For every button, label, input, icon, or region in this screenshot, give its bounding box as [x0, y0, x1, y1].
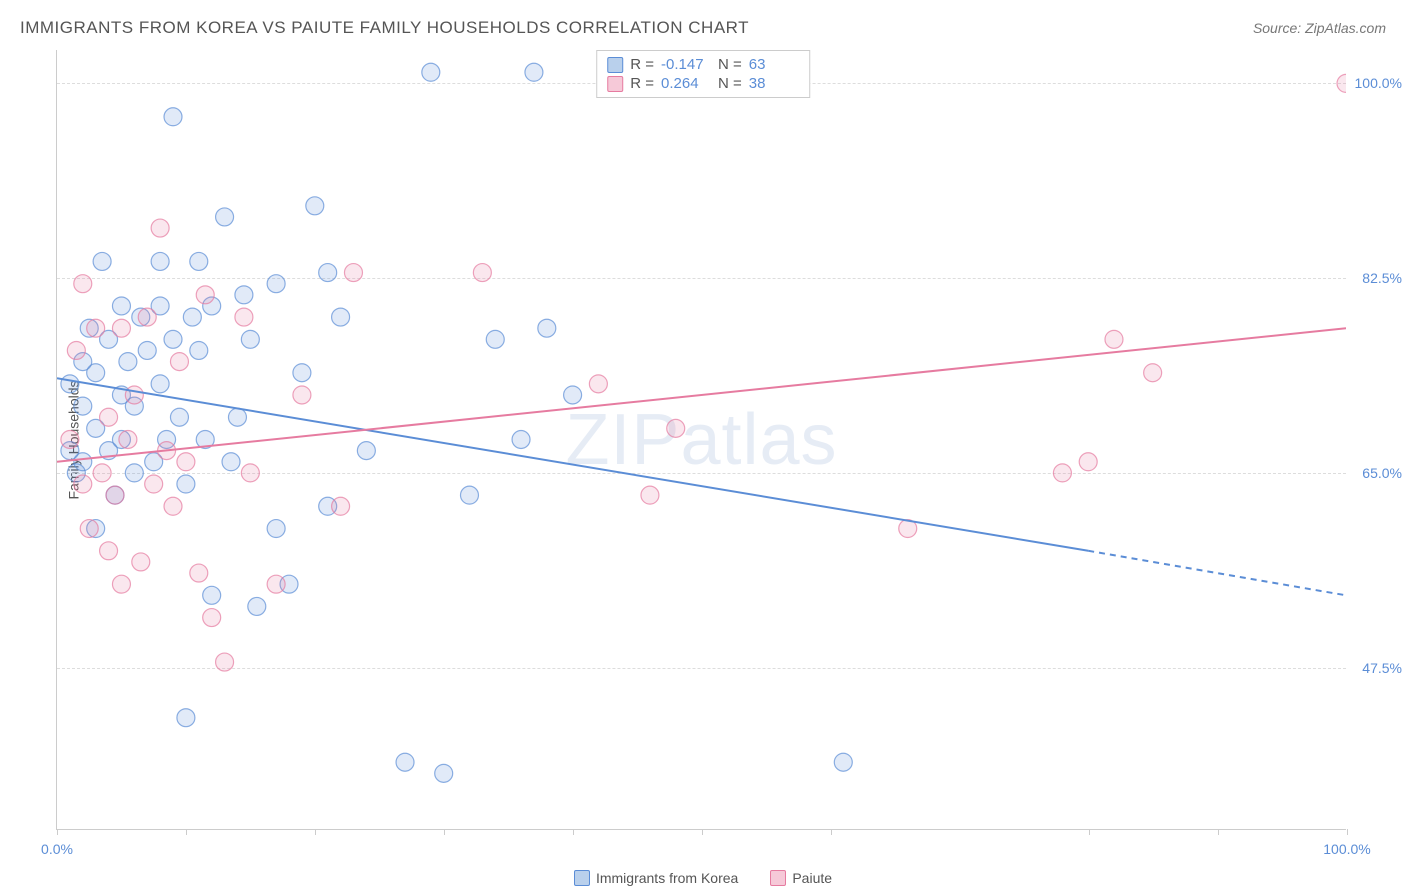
bottom-legend: Immigrants from Korea Paiute — [0, 870, 1406, 886]
x-tick-label: 100.0% — [1323, 841, 1370, 857]
stats-row-series-0: R = -0.147 N = 63 — [607, 55, 799, 74]
plot-area: ZIPatlas 47.5%65.0%82.5%100.0%0.0%100.0% — [56, 50, 1346, 830]
swatch-icon — [574, 870, 590, 886]
y-tick-label: 47.5% — [1350, 660, 1402, 676]
stats-row-series-1: R = 0.264 N = 38 — [607, 74, 799, 93]
swatch-icon — [607, 57, 623, 73]
x-tick — [444, 829, 445, 835]
header: IMMIGRANTS FROM KOREA VS PAIUTE FAMILY H… — [20, 18, 1386, 38]
legend-item-1: Paiute — [770, 870, 832, 886]
x-tick — [1089, 829, 1090, 835]
stat-label-r: R = — [630, 75, 654, 92]
x-tick — [315, 829, 316, 835]
stats-legend-box: R = -0.147 N = 63 R = 0.264 N = 38 — [596, 50, 810, 98]
chart-svg — [57, 50, 1346, 829]
x-tick — [186, 829, 187, 835]
stat-value-r: 0.264 — [661, 75, 711, 92]
x-tick — [702, 829, 703, 835]
stat-value-r: -0.147 — [661, 56, 711, 73]
x-tick — [1218, 829, 1219, 835]
legend-item-0: Immigrants from Korea — [574, 870, 738, 886]
stat-label-n: N = — [718, 56, 742, 73]
source-attribution: Source: ZipAtlas.com — [1253, 20, 1386, 36]
y-tick-label: 100.0% — [1350, 75, 1402, 91]
chart-title: IMMIGRANTS FROM KOREA VS PAIUTE FAMILY H… — [20, 18, 749, 38]
x-tick — [831, 829, 832, 835]
stat-label-r: R = — [630, 56, 654, 73]
stat-label-n: N = — [718, 75, 742, 92]
stat-value-n: 63 — [749, 56, 799, 73]
x-tick-label: 0.0% — [41, 841, 73, 857]
y-tick-label: 65.0% — [1350, 465, 1402, 481]
legend-label: Paiute — [792, 870, 832, 886]
x-tick — [1347, 829, 1348, 835]
swatch-icon — [770, 870, 786, 886]
legend-label: Immigrants from Korea — [596, 870, 738, 886]
x-tick — [57, 829, 58, 835]
stat-value-n: 38 — [749, 75, 799, 92]
x-tick — [573, 829, 574, 835]
swatch-icon — [607, 76, 623, 92]
y-tick-label: 82.5% — [1350, 270, 1402, 286]
